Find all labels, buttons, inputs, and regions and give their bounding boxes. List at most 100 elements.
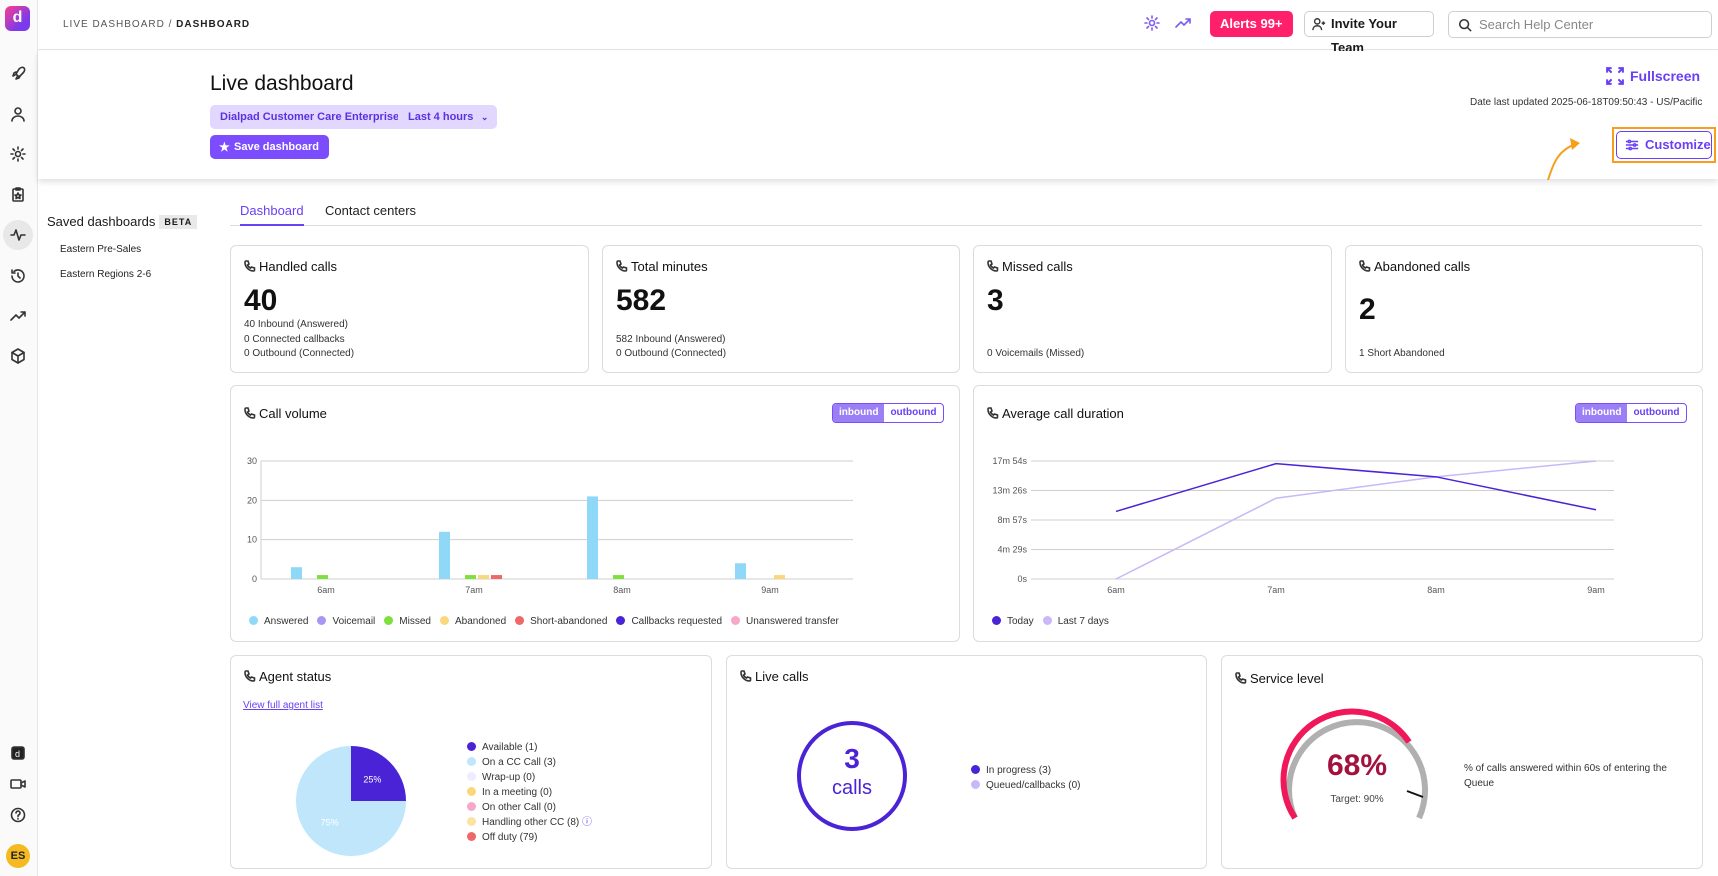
legend-label: Today <box>1007 616 1034 627</box>
user-avatar[interactable]: ES <box>6 844 30 868</box>
dialpad-logo[interactable]: d <box>5 6 30 31</box>
legend-item: Missed <box>384 616 431 627</box>
phone-icon <box>1359 260 1371 272</box>
fullscreen-label: Fullscreen <box>1630 68 1701 84</box>
trend-up-icon[interactable] <box>1175 15 1193 33</box>
info-icon[interactable]: ⓘ <box>579 817 593 828</box>
service-level-gauge <box>1280 708 1428 820</box>
legend-swatch <box>467 802 476 811</box>
outbound-toggle[interactable]: outbound <box>1633 407 1680 418</box>
legend-item: Wrap-up (0) <box>467 770 592 785</box>
rocket-icon[interactable] <box>7 63 29 85</box>
x-tick-label: 9am <box>761 585 779 595</box>
saved-title: Saved dashboards <box>47 214 156 229</box>
tab-dashboard[interactable]: Dashboard <box>240 203 304 226</box>
legend-item: Voicemail <box>317 616 375 627</box>
invite-team-button[interactable]: Invite Your Team <box>1304 11 1434 55</box>
phone-icon <box>244 407 256 419</box>
inbound-toggle[interactable]: inbound <box>1576 404 1628 422</box>
call-volume-title: Call volume <box>244 406 327 421</box>
stat-title: Abandoned calls <box>1374 259 1471 274</box>
legend-item: Unanswered transfer <box>731 616 839 627</box>
stat-value: 582 <box>616 284 667 317</box>
handled-calls-card: Handled calls 40 40 Inbound (Answered) 0… <box>230 245 589 373</box>
call-volume-legend: Answered Voicemail Missed Abandoned Short-ab… <box>249 616 848 627</box>
time-range-chip[interactable]: Last 4 hours ⌄ <box>398 105 498 129</box>
dashboard-header: Live dashboard Dialpad Customer Care Ent… <box>38 51 1718 179</box>
bar <box>478 575 489 579</box>
alerts-button[interactable]: Alerts 99+ <box>1210 11 1293 37</box>
phone-icon <box>244 260 256 272</box>
stat-line: 0 Outbound (Connected) <box>244 348 355 359</box>
help-icon[interactable] <box>7 804 29 826</box>
breadcrumb-separator: / <box>164 19 177 30</box>
legend-swatch <box>467 787 476 796</box>
series-line <box>1115 460 1597 580</box>
stat-title: Handled calls <box>259 259 338 274</box>
chevron-down-icon: ⌄ <box>480 112 489 122</box>
legend-item: Abandoned <box>439 616 506 627</box>
legend-item: On other Call (0) <box>467 800 592 815</box>
customize-button[interactable]: Customize <box>1616 131 1712 159</box>
bar <box>735 563 746 579</box>
inbound-toggle[interactable]: inbound <box>833 404 885 422</box>
fullscreen-button[interactable]: Fullscreen <box>1606 67 1701 85</box>
service-level-title: Service level <box>1235 671 1324 686</box>
bar <box>465 575 476 579</box>
legend-label: Callbacks requested <box>631 616 723 627</box>
video-icon[interactable] <box>7 773 29 795</box>
legend-item: Answered <box>249 616 308 627</box>
x-tick-label: 8am <box>1427 585 1445 595</box>
gear-icon[interactable] <box>7 143 29 165</box>
person-icon[interactable] <box>7 103 29 125</box>
stat-title: Missed calls <box>1002 259 1073 274</box>
cube-icon[interactable] <box>7 345 29 367</box>
legend-swatch <box>384 616 394 625</box>
y-tick-label: 10 <box>247 535 257 545</box>
settings-gear-icon[interactable] <box>1144 15 1162 33</box>
legend-item: Available (1) <box>467 740 592 755</box>
outbound-toggle[interactable]: outbound <box>890 407 937 418</box>
trend-icon[interactable] <box>7 305 29 327</box>
missed-calls-card: Missed calls 3 0 Voicemails (Missed) <box>973 245 1332 373</box>
search-help-input[interactable]: Search Help Center <box>1448 11 1712 38</box>
legend-item: Callbacks requested <box>616 616 722 627</box>
bar <box>774 575 785 579</box>
legend-swatch <box>467 817 476 826</box>
live-calls-unit: calls <box>831 777 872 799</box>
last-updated-text: Date last updated 2025-06-18T09:50:43 - … <box>1470 97 1703 108</box>
search-placeholder: Search Help Center <box>1479 17 1594 32</box>
saved-dashboard-item[interactable]: Eastern Regions 2-6 <box>60 269 152 280</box>
legend-swatch <box>731 616 741 625</box>
star-icon: ★ <box>219 140 230 154</box>
legend-label: Voicemail <box>332 616 376 627</box>
tab-contact-centers[interactable]: Contact centers <box>325 203 417 218</box>
bar <box>491 575 502 579</box>
invite-label: Invite Your Team <box>1331 16 1397 55</box>
legend-label: Missed <box>399 616 431 627</box>
chart-title: Call volume <box>259 406 327 421</box>
dialpad-app-icon[interactable]: d <box>7 742 29 764</box>
total-minutes-title: Total minutes <box>616 259 708 274</box>
bar <box>439 531 450 579</box>
phone-icon <box>244 670 256 682</box>
saved-dashboard-item[interactable]: Eastern Pre-Sales <box>60 244 142 255</box>
live-calls-count: 3 <box>844 743 860 774</box>
x-tick-label: 7am <box>1267 585 1285 595</box>
legend-label: Off duty (79) <box>482 832 538 843</box>
view-agent-list-link[interactable]: View full agent list <box>243 700 323 711</box>
save-dashboard-button[interactable]: ★ Save dashboard <box>210 135 329 159</box>
breadcrumb-section[interactable]: LIVE DASHBOARD <box>63 19 165 30</box>
agent-status-title: Agent status <box>244 669 331 684</box>
avg-duration-legend: Today Last 7 days <box>992 616 1118 627</box>
legend-item: Off duty (79) <box>467 830 592 845</box>
clipboard-star-icon[interactable] <box>7 183 29 205</box>
y-tick-label: 4m 29s <box>997 545 1027 555</box>
phone-icon <box>740 670 752 682</box>
legend-label: Available (1) <box>482 742 538 753</box>
live-calls-card: Live calls 3 calls In progress (3) Queued… <box>726 655 1207 869</box>
history-icon[interactable] <box>7 265 29 287</box>
pie-label: 25% <box>363 775 381 785</box>
live-activity-icon[interactable] <box>3 220 33 250</box>
org-filter-chip[interactable]: Dialpad Customer Care Enterprise <box>210 105 410 129</box>
